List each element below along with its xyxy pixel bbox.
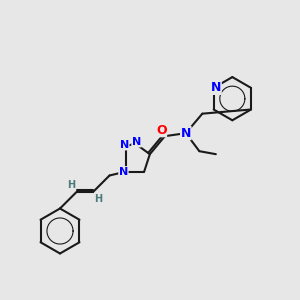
Text: O: O [156,124,166,137]
Text: H: H [67,180,75,190]
Text: N: N [119,167,128,177]
Text: N: N [120,140,129,150]
Text: H: H [94,194,103,204]
Text: N: N [211,81,221,94]
Text: N: N [181,127,191,140]
Text: N: N [132,137,141,147]
